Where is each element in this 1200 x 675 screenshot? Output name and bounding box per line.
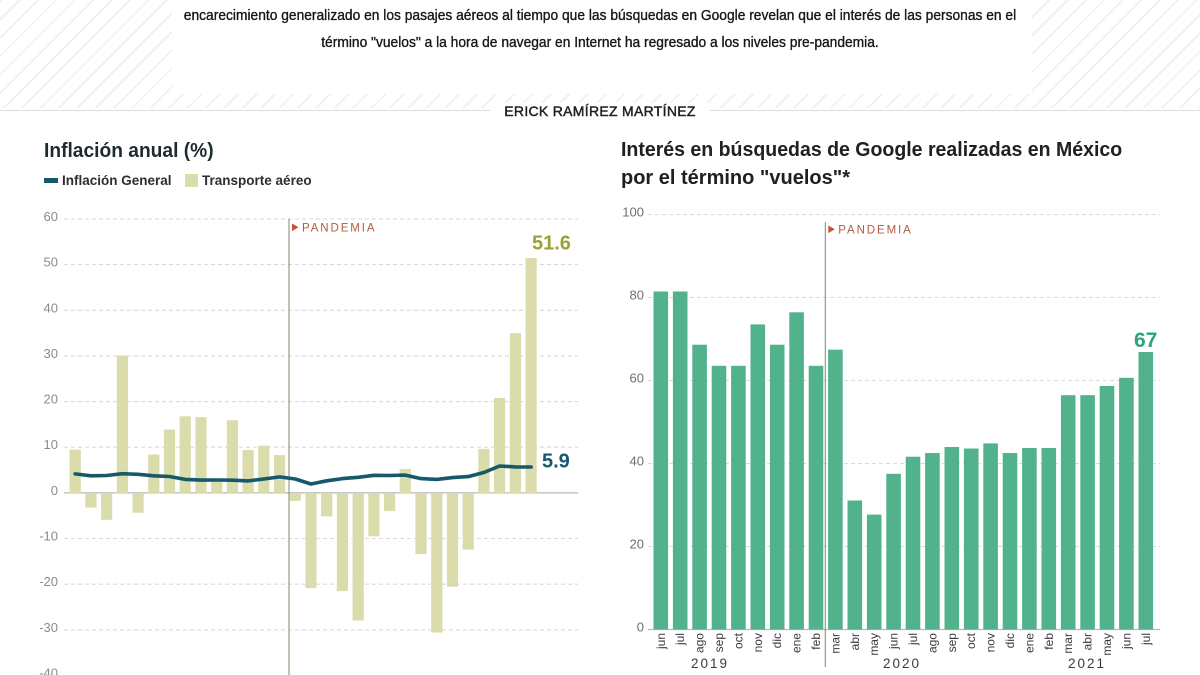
- svg-text:jun: jun: [654, 633, 668, 650]
- svg-text:ene: ene: [790, 633, 804, 653]
- svg-text:-30: -30: [39, 620, 58, 635]
- svg-text:67: 67: [1134, 329, 1157, 352]
- svg-text:jul: jul: [906, 633, 920, 646]
- svg-text:20: 20: [44, 392, 58, 407]
- svg-text:100: 100: [622, 205, 644, 220]
- svg-text:may: may: [867, 633, 881, 656]
- svg-text:mar: mar: [828, 633, 842, 654]
- svg-text:PANDEMIA: PANDEMIA: [302, 223, 376, 235]
- svg-text:5.9: 5.9: [542, 451, 570, 473]
- svg-text:0: 0: [51, 483, 58, 498]
- svg-text:ene: ene: [1022, 633, 1036, 653]
- svg-text:jun: jun: [1119, 633, 1133, 650]
- svg-text:2019: 2019: [691, 656, 729, 671]
- svg-text:feb: feb: [809, 633, 823, 650]
- svg-text:dic: dic: [770, 633, 784, 648]
- svg-text:-10: -10: [39, 529, 58, 544]
- svg-text:nov: nov: [751, 633, 765, 652]
- svg-text:oct: oct: [731, 632, 745, 649]
- svg-text:ago: ago: [925, 633, 939, 653]
- svg-text:PANDEMIA: PANDEMIA: [838, 225, 912, 237]
- svg-text:ago: ago: [693, 633, 707, 653]
- svg-text:0: 0: [637, 620, 644, 635]
- svg-text:2021: 2021: [1068, 656, 1106, 671]
- svg-text:51.6: 51.6: [532, 233, 571, 255]
- svg-text:jul: jul: [673, 633, 687, 646]
- svg-text:80: 80: [630, 288, 644, 303]
- svg-text:-40: -40: [39, 666, 58, 675]
- svg-text:dic: dic: [1003, 633, 1017, 648]
- svg-text:sep: sep: [712, 633, 726, 653]
- svg-text:20: 20: [630, 537, 644, 552]
- svg-text:nov: nov: [984, 633, 998, 652]
- svg-text:40: 40: [630, 454, 644, 469]
- svg-text:30: 30: [44, 346, 58, 361]
- svg-text:60: 60: [630, 371, 644, 386]
- svg-text:oct: oct: [964, 632, 978, 649]
- svg-text:may: may: [1100, 633, 1114, 656]
- svg-text:jul: jul: [1139, 633, 1153, 646]
- svg-text:60: 60: [44, 209, 58, 224]
- svg-text:2020: 2020: [883, 656, 921, 671]
- svg-text:abr: abr: [848, 633, 862, 650]
- svg-text:50: 50: [44, 255, 58, 270]
- svg-text:abr: abr: [1081, 633, 1095, 650]
- svg-text:sep: sep: [945, 633, 959, 653]
- svg-text:feb: feb: [1042, 633, 1056, 650]
- svg-text:mar: mar: [1061, 633, 1075, 654]
- svg-text:-20: -20: [39, 574, 58, 589]
- svg-text:jun: jun: [887, 633, 901, 650]
- svg-text:40: 40: [44, 300, 58, 315]
- svg-text:10: 10: [44, 437, 58, 452]
